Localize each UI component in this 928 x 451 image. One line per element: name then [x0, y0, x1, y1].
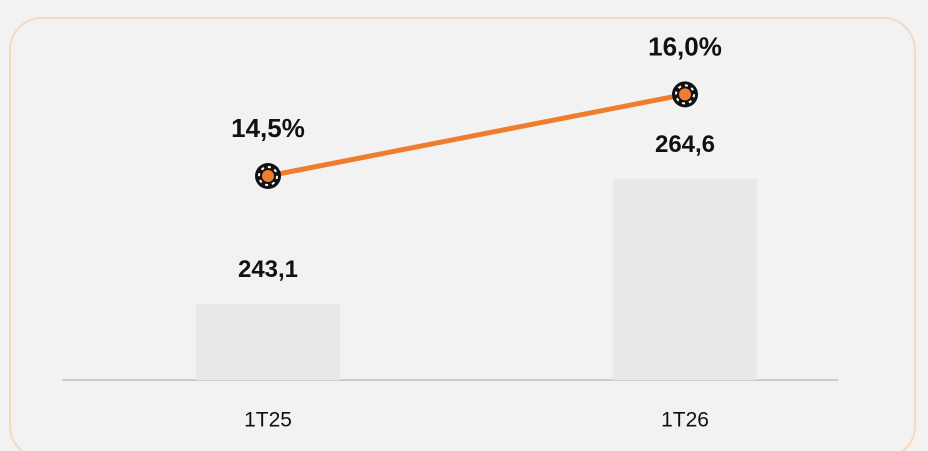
x-tick-label: 1T26: [661, 409, 709, 432]
line-marker-center: [679, 88, 691, 101]
bar-value-label: 243,1: [238, 256, 298, 283]
line-value-label: 16,0%: [648, 31, 722, 61]
bar: [196, 303, 340, 380]
line-marker-ring: [675, 84, 695, 105]
x-tick-label: 1T25: [244, 409, 292, 432]
bar: [613, 178, 757, 380]
line-marker-center: [262, 170, 274, 182]
frame: [9, 17, 916, 451]
bar-value-label: 264,6: [655, 131, 715, 158]
line-marker-ring: [258, 166, 278, 186]
line-value-label: 14,5%: [231, 113, 305, 143]
line: [267, 91, 686, 179]
